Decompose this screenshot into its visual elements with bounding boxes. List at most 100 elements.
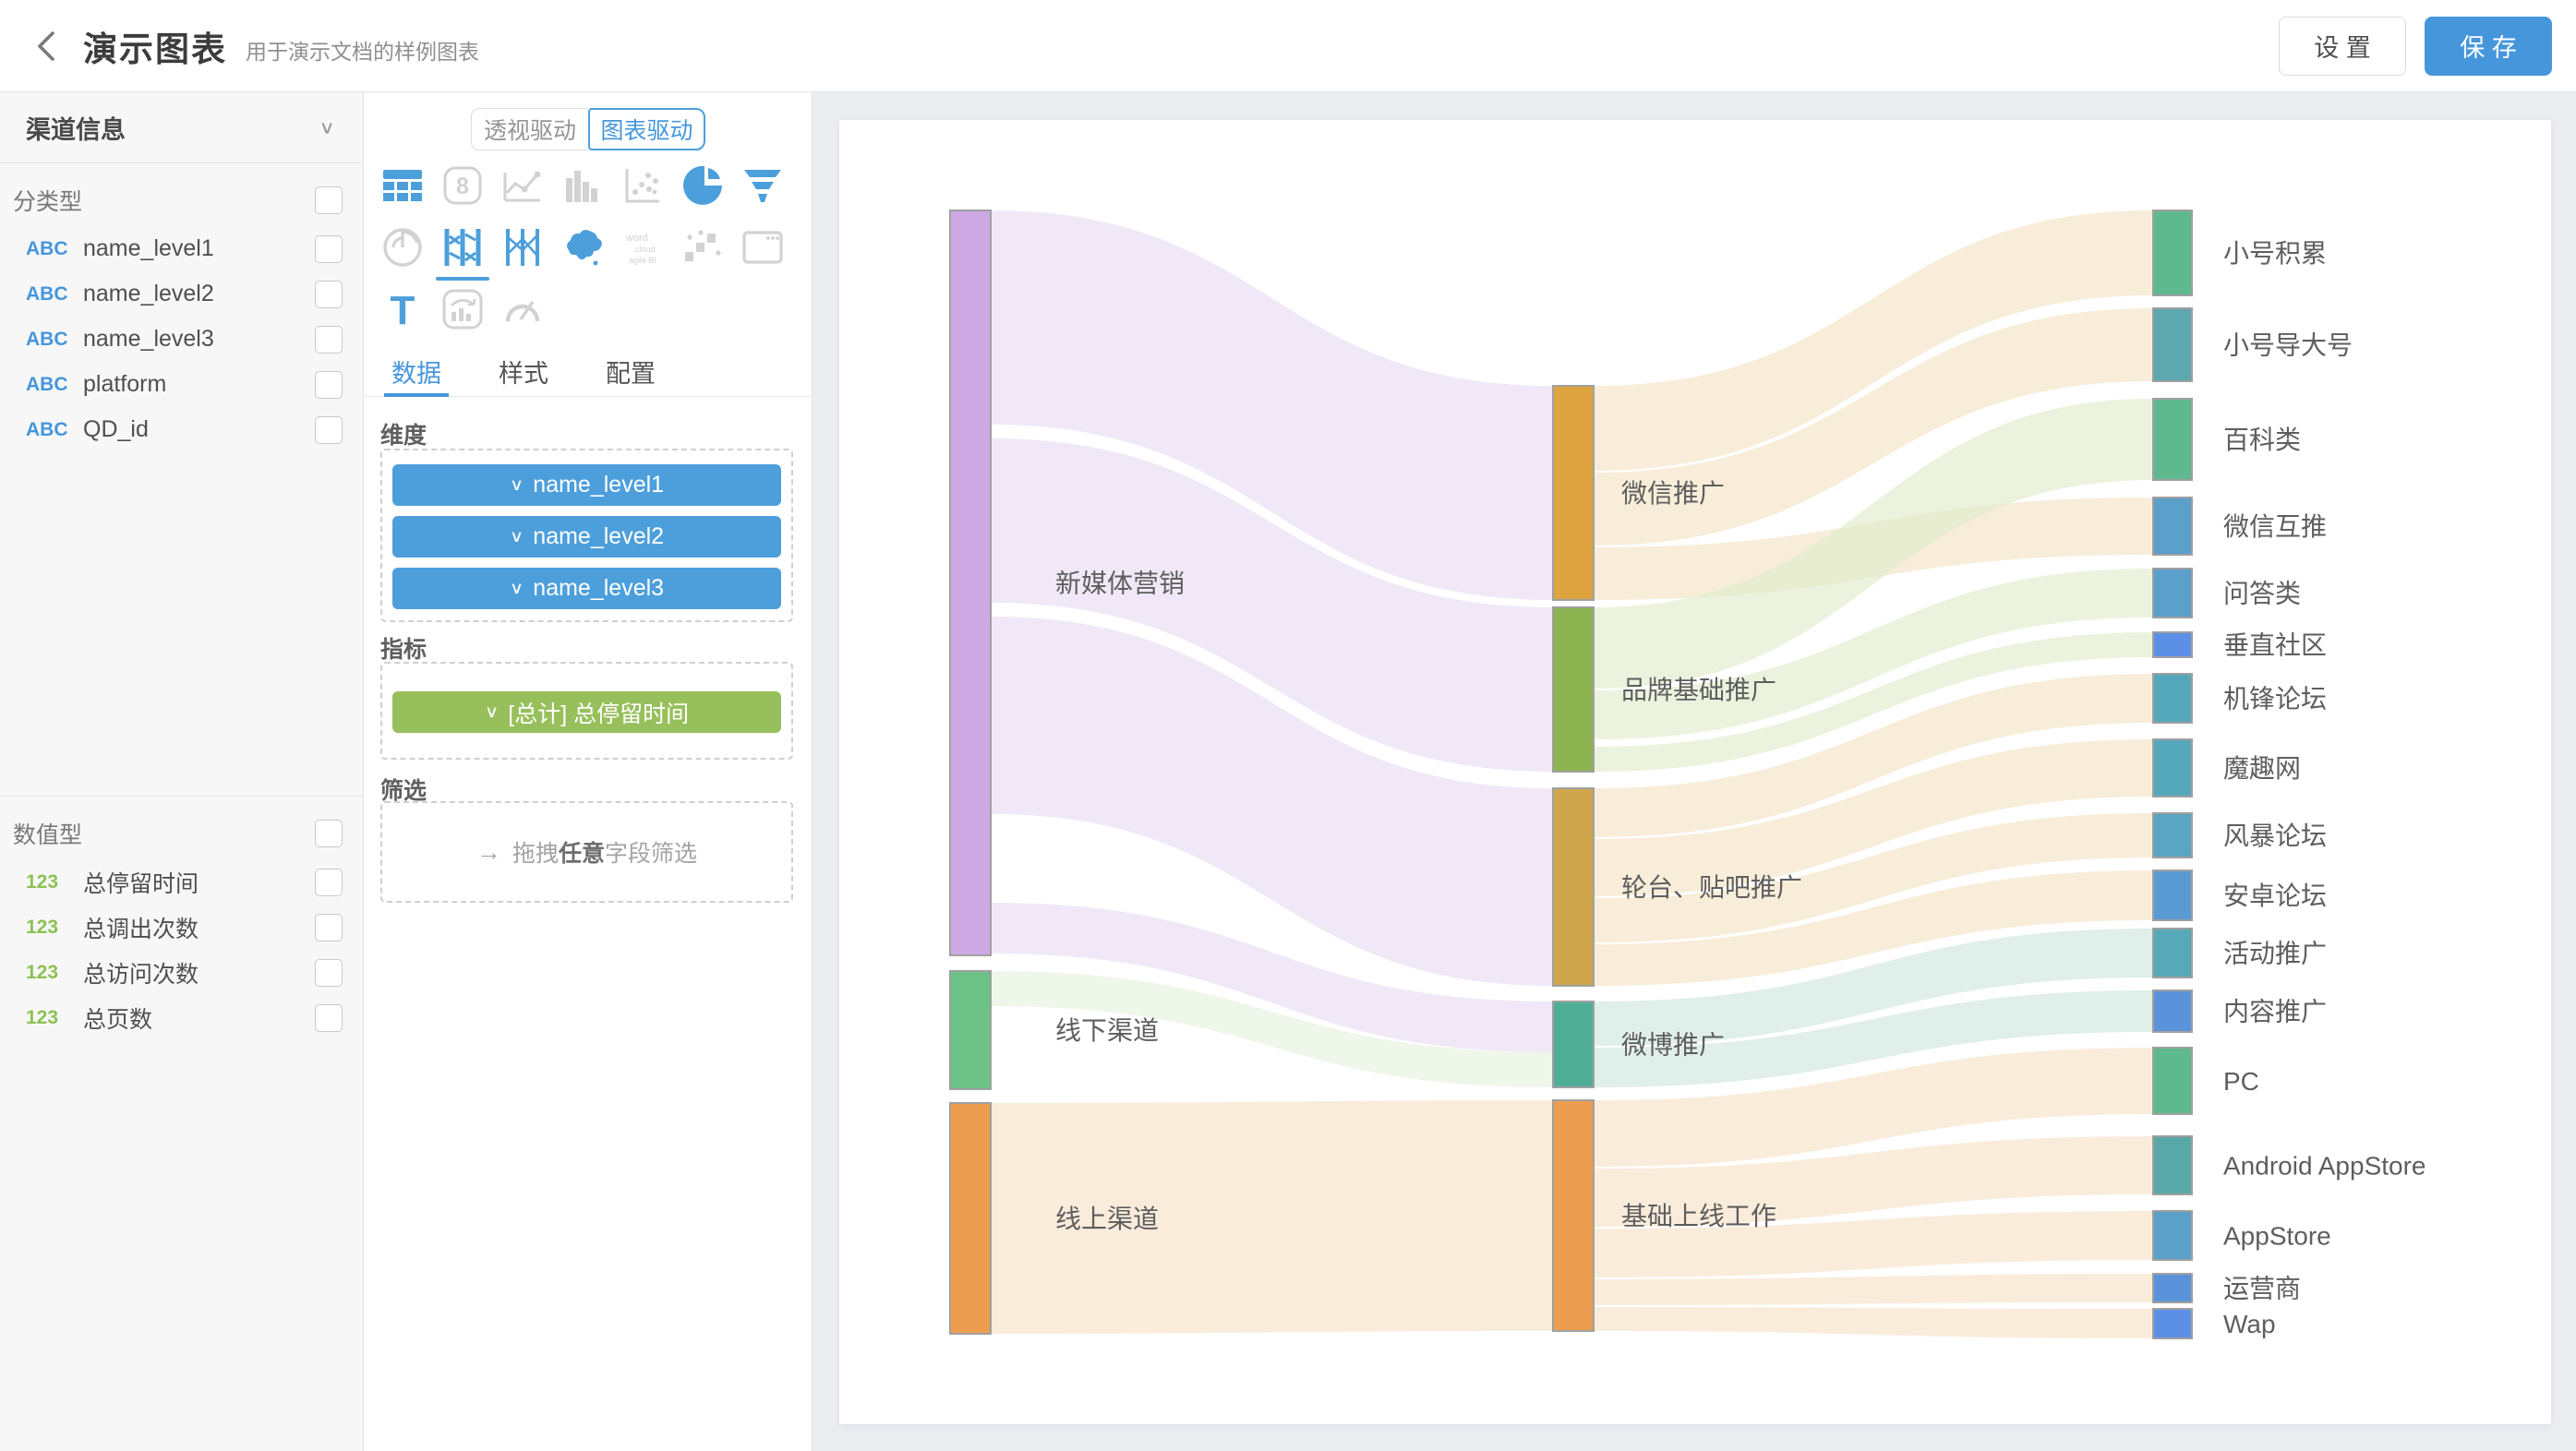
- sankey-node[interactable]: [2152, 1273, 2193, 1303]
- tab-config[interactable]: 配置: [606, 360, 656, 388]
- tab-style[interactable]: 样式: [499, 360, 548, 388]
- checkbox[interactable]: [315, 234, 343, 263]
- sankey-node[interactable]: [1552, 606, 1595, 773]
- sankey-node[interactable]: [2152, 398, 2193, 481]
- sankey-link[interactable]: [1594, 1048, 2153, 1167]
- sankey-link[interactable]: [1594, 210, 2153, 471]
- china-map-icon[interactable]: [560, 225, 605, 270]
- checkbox[interactable]: [315, 280, 343, 308]
- gauge-icon[interactable]: [500, 287, 545, 331]
- sankey-link[interactable]: [1594, 870, 2153, 986]
- checkbox[interactable]: [315, 415, 343, 444]
- field-item[interactable]: 123 总页数: [0, 995, 363, 1040]
- sankey-node[interactable]: [2152, 738, 2193, 797]
- metric-pill[interactable]: ∨ [总计] 总停留时间: [392, 691, 781, 733]
- dimension-dropzone[interactable]: ∨ name_level1 ∨ name_level2 ∨ name_level3: [380, 449, 793, 622]
- combo-chart-icon[interactable]: [440, 287, 485, 331]
- sankey-link[interactable]: [991, 617, 1553, 986]
- dimension-pill[interactable]: ∨ name_level3: [392, 568, 781, 609]
- sankey-node[interactable]: [2152, 869, 2193, 921]
- parallel-chart-icon[interactable]: [500, 225, 545, 270]
- checkbox[interactable]: [315, 1003, 343, 1032]
- sankey-node[interactable]: [1552, 385, 1595, 601]
- sankey-node[interactable]: [2152, 631, 2193, 658]
- tab-data[interactable]: 数据: [384, 354, 449, 397]
- field-item[interactable]: 123 总停留时间: [0, 859, 363, 905]
- sankey-link[interactable]: [1594, 632, 2153, 772]
- sankey-link[interactable]: [1594, 1136, 2153, 1227]
- checkbox[interactable]: [315, 820, 343, 847]
- sankey-node[interactable]: [2152, 928, 2193, 978]
- field-item[interactable]: 123 总访问次数: [0, 950, 363, 995]
- sankey-chart-icon[interactable]: [436, 225, 489, 281]
- sankey-node[interactable]: [2152, 812, 2193, 858]
- dataset-selector[interactable]: 渠道信息 ∨: [0, 92, 363, 163]
- filter-dropzone[interactable]: → 拖拽 任意 字段筛选: [380, 801, 793, 903]
- sankey-link[interactable]: [1594, 308, 2153, 546]
- checkbox[interactable]: [315, 370, 343, 399]
- sankey-link[interactable]: [1594, 990, 2153, 1087]
- sankey-node[interactable]: [2152, 210, 2193, 296]
- back-button[interactable]: [24, 22, 72, 70]
- save-button[interactable]: 保 存: [2425, 16, 2552, 76]
- sankey-link[interactable]: [1594, 569, 2153, 739]
- kpi-card-icon[interactable]: 8: [440, 163, 485, 208]
- sankey-node[interactable]: [2152, 307, 2193, 382]
- sankey-link[interactable]: [1594, 929, 2153, 1046]
- sankey-link[interactable]: [1594, 1307, 2153, 1338]
- sankey-link[interactable]: [991, 438, 1553, 772]
- checkbox[interactable]: [315, 958, 343, 987]
- funnel-chart-icon[interactable]: [740, 163, 785, 208]
- mode-chart-option[interactable]: 图表驱动: [588, 108, 705, 150]
- sankey-link[interactable]: [1594, 1274, 2153, 1305]
- mode-pivot-option[interactable]: 透视驱动: [471, 108, 588, 150]
- sankey-node[interactable]: [2152, 1135, 2193, 1195]
- field-item[interactable]: ABC QD_id: [0, 407, 363, 452]
- checkbox[interactable]: [315, 913, 343, 941]
- field-item[interactable]: ABC name_level1: [0, 226, 363, 271]
- text-icon[interactable]: T: [380, 287, 425, 331]
- sankey-link[interactable]: [1594, 674, 2153, 837]
- field-item[interactable]: 123 总调出次数: [0, 905, 363, 950]
- sankey-node[interactable]: [2152, 1047, 2193, 1115]
- sankey-node[interactable]: [2152, 497, 2193, 556]
- sankey-node[interactable]: [949, 210, 992, 956]
- dimension-pill[interactable]: ∨ name_level2: [392, 516, 781, 558]
- metric-dropzone[interactable]: ∨ [总计] 总停留时间: [380, 662, 793, 760]
- sankey-node[interactable]: [1552, 1001, 1595, 1088]
- pie-chart-icon[interactable]: [680, 163, 725, 208]
- sankey-node[interactable]: [2152, 1308, 2193, 1339]
- checkbox[interactable]: [315, 868, 343, 896]
- sankey-link[interactable]: [991, 971, 1553, 1087]
- sankey-link[interactable]: [991, 903, 1553, 1052]
- sankey-node[interactable]: [949, 970, 992, 1090]
- sankey-link[interactable]: [1594, 813, 2153, 942]
- word-cloud-icon[interactable]: word cloud agile BI: [620, 225, 665, 270]
- sankey-node[interactable]: [1552, 1099, 1595, 1332]
- sankey-node[interactable]: [2152, 673, 2193, 724]
- sankey-link[interactable]: [1594, 739, 2153, 896]
- checkbox[interactable]: [315, 186, 343, 214]
- iframe-icon[interactable]: [740, 225, 785, 270]
- sankey-link[interactable]: [991, 1100, 1553, 1334]
- settings-button[interactable]: 设 置: [2279, 16, 2406, 76]
- bar-chart-icon[interactable]: [560, 163, 605, 208]
- sankey-node[interactable]: [2152, 989, 2193, 1033]
- field-item[interactable]: ABC name_level2: [0, 271, 363, 317]
- sankey-link[interactable]: [1594, 1211, 2153, 1277]
- field-item[interactable]: ABC name_level3: [0, 317, 363, 362]
- sankey-node[interactable]: [2152, 1210, 2193, 1261]
- sankey-node[interactable]: [2152, 568, 2193, 618]
- sankey-node[interactable]: [949, 1102, 992, 1335]
- checkbox[interactable]: [315, 325, 343, 354]
- sankey-link[interactable]: [991, 210, 1553, 600]
- dimension-pill[interactable]: ∨ name_level1: [392, 464, 781, 506]
- polar-chart-icon[interactable]: [380, 225, 425, 270]
- sankey-link[interactable]: [1594, 399, 2153, 689]
- waterfall-chart-icon[interactable]: [680, 225, 725, 270]
- table-icon[interactable]: [380, 163, 425, 208]
- field-item[interactable]: ABC platform: [0, 362, 363, 407]
- sankey-node[interactable]: [1552, 787, 1595, 987]
- line-chart-icon[interactable]: [500, 163, 545, 208]
